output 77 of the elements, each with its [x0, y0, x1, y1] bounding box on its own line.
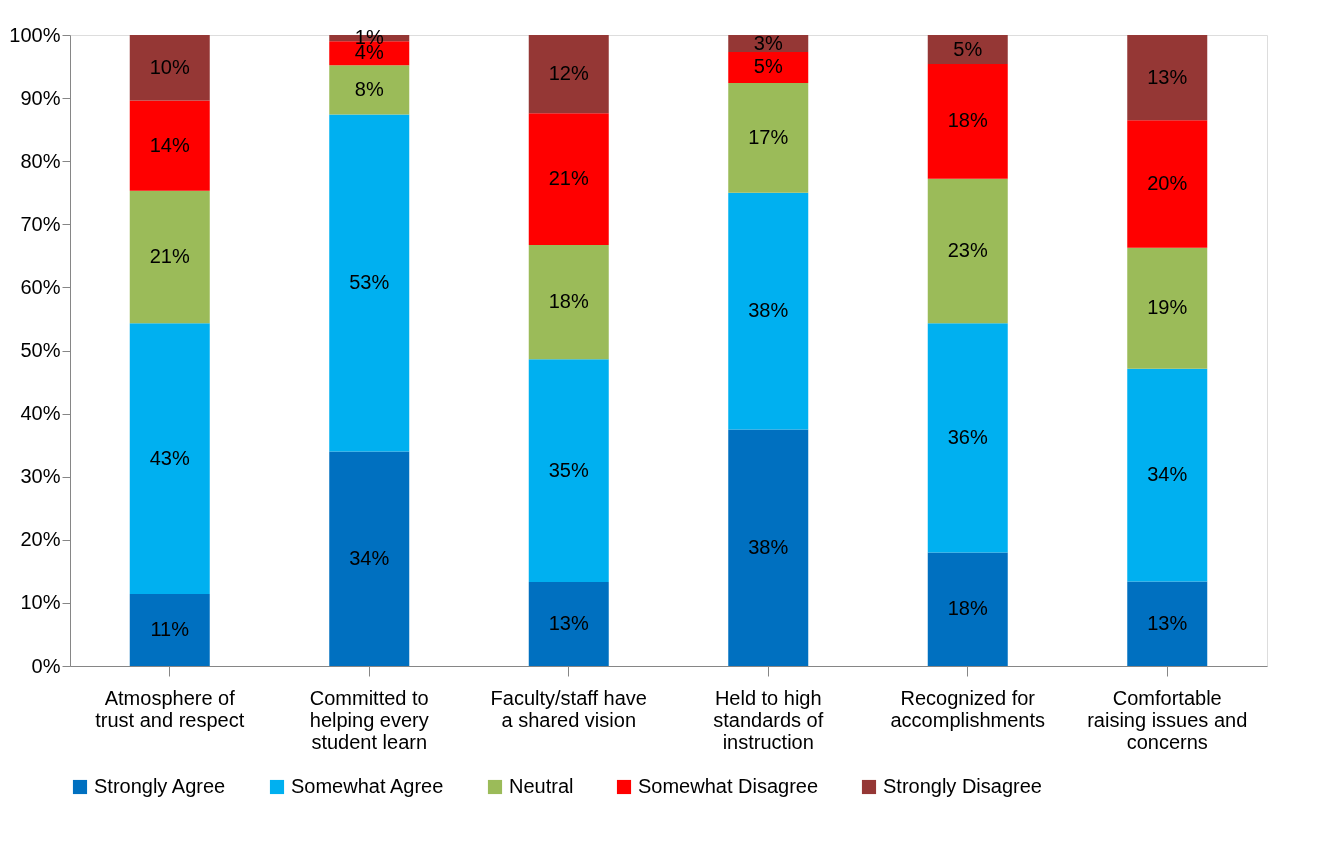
- y-tick-label: 80%: [20, 149, 61, 172]
- bar: [927, 64, 1008, 179]
- y-tick-label: 40%: [20, 402, 61, 425]
- data-label: 13%: [548, 612, 589, 635]
- bar: [129, 190, 210, 324]
- bar: [129, 35, 210, 101]
- data-label: 38%: [748, 535, 789, 558]
- data-label: 19%: [1147, 296, 1188, 319]
- bar: [129, 100, 210, 191]
- bar: [528, 113, 609, 246]
- y-tick-label: 100%: [9, 23, 61, 46]
- data-label: 18%: [947, 597, 988, 620]
- data-label: 34%: [349, 546, 390, 569]
- data-label: 23%: [947, 239, 988, 262]
- data-label: 21%: [548, 167, 589, 190]
- bar: [927, 323, 1008, 553]
- legend-label: Neutral: [509, 775, 574, 797]
- y-tick-label: 0%: [31, 654, 61, 677]
- bar: [329, 65, 410, 115]
- x-tick-label: Faculty/staff have a shared vision: [490, 686, 647, 731]
- data-label: 5%: [953, 37, 983, 60]
- y-tick-label: 90%: [20, 86, 61, 109]
- bar: [129, 594, 210, 666]
- data-label: 17%: [748, 125, 789, 148]
- data-label: 18%: [548, 290, 589, 313]
- data-label: 21%: [149, 245, 190, 268]
- data-label: 53%: [349, 270, 390, 293]
- bar: [528, 245, 609, 360]
- data-label: 12%: [548, 62, 589, 85]
- data-label: 13%: [1147, 611, 1188, 634]
- data-label: 10%: [149, 55, 190, 78]
- data-label: 34%: [1147, 463, 1188, 486]
- x-tick-label: Recognized for accomplishments: [890, 686, 1046, 731]
- bar: [1127, 35, 1208, 121]
- y-tick-label: 30%: [20, 465, 61, 488]
- bar: [728, 192, 809, 430]
- data-label: 13%: [1147, 65, 1188, 88]
- bar: [329, 114, 410, 452]
- legend-label: Somewhat Agree: [291, 775, 444, 797]
- y-tick-label: 70%: [20, 212, 61, 235]
- data-label: 11%: [150, 618, 190, 641]
- bar: [129, 323, 210, 595]
- bar: [528, 359, 609, 583]
- x-tick-label: Held to high standards of instruction: [713, 686, 824, 753]
- bar: [927, 35, 1008, 65]
- y-tick-label: 10%: [20, 591, 61, 614]
- data-label: 38%: [748, 299, 789, 322]
- data-label: 14%: [149, 133, 190, 156]
- x-tick-label: Comfortable raising issues and concerns: [1087, 686, 1248, 753]
- bar: [528, 582, 609, 666]
- bar: [1127, 581, 1208, 666]
- bar: [1127, 120, 1208, 248]
- bar: [1127, 247, 1208, 369]
- legend-label: Strongly Agree: [94, 775, 226, 797]
- bar: [927, 178, 1008, 324]
- data-label: 18%: [947, 109, 988, 132]
- data-label: 43%: [149, 446, 190, 469]
- bar: [1127, 368, 1208, 582]
- data-label: 36%: [947, 425, 988, 448]
- x-tick-label: Committed to helping every student learn: [309, 686, 429, 753]
- bar: [329, 451, 410, 666]
- legend-label: Somewhat Disagree: [638, 775, 819, 797]
- data-label: 20%: [1147, 171, 1188, 194]
- bar: [728, 429, 809, 666]
- data-label: 5%: [753, 55, 783, 78]
- y-tick-label: 50%: [20, 339, 61, 361]
- data-label: 35%: [548, 458, 589, 481]
- legend-label: Strongly Disagree: [883, 775, 1042, 797]
- bar: [728, 52, 809, 83]
- bar: [927, 552, 1008, 666]
- y-tick-label: 20%: [20, 528, 61, 551]
- bar: [728, 82, 809, 193]
- y-tick-label: 60%: [20, 275, 61, 298]
- bar: [528, 35, 609, 114]
- data-label: 3%: [753, 31, 783, 54]
- data-label: 8%: [354, 77, 384, 100]
- x-tick-label: Atmosphere of trust and respect: [95, 686, 245, 731]
